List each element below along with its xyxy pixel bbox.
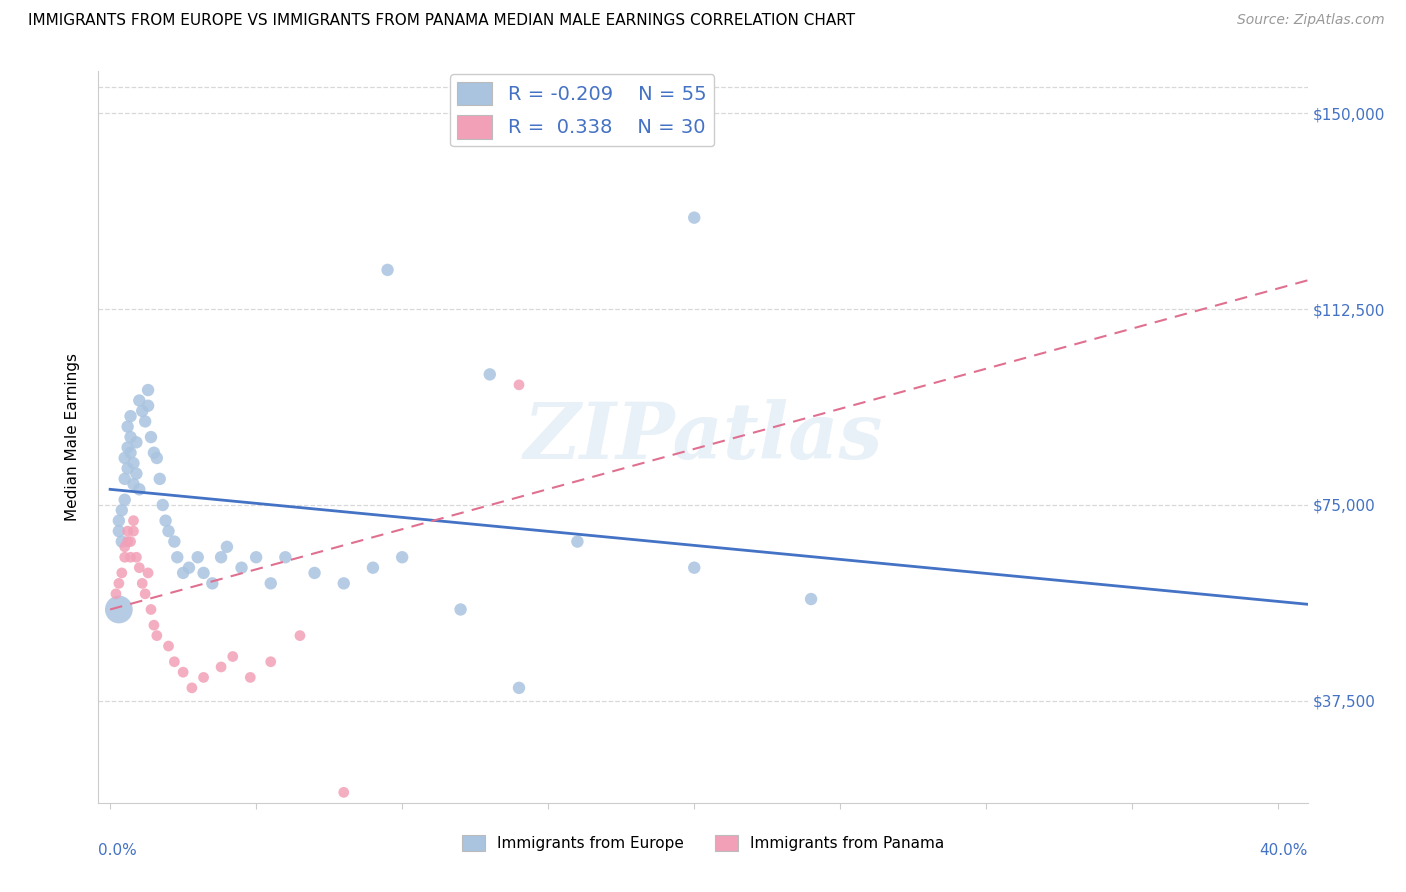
- Point: [117, 419, 139, 434]
- Point: [391, 550, 413, 565]
- Point: [134, 414, 156, 428]
- Point: [120, 409, 142, 424]
- Point: [136, 383, 159, 397]
- Point: [332, 785, 354, 799]
- Point: [172, 566, 194, 580]
- Point: [111, 566, 134, 580]
- Point: [193, 670, 215, 684]
- Point: [332, 576, 354, 591]
- Point: [377, 263, 399, 277]
- Point: [209, 660, 232, 674]
- Point: [245, 550, 267, 565]
- Point: [683, 560, 706, 574]
- Point: [125, 550, 148, 565]
- Point: [108, 576, 131, 591]
- Text: 0.0%: 0.0%: [98, 843, 138, 858]
- Point: [114, 492, 136, 507]
- Point: [139, 602, 162, 616]
- Point: [134, 587, 156, 601]
- Point: [260, 655, 283, 669]
- Legend: Immigrants from Europe, Immigrants from Panama: Immigrants from Europe, Immigrants from …: [456, 830, 950, 857]
- Point: [201, 576, 224, 591]
- Point: [131, 576, 153, 591]
- Point: [128, 483, 150, 497]
- Point: [239, 670, 262, 684]
- Point: [149, 472, 172, 486]
- Point: [260, 576, 283, 591]
- Point: [146, 629, 169, 643]
- Point: [800, 592, 823, 607]
- Point: [122, 477, 145, 491]
- Text: 40.0%: 40.0%: [1260, 843, 1308, 858]
- Point: [120, 446, 142, 460]
- Point: [136, 399, 159, 413]
- Point: [142, 618, 165, 632]
- Point: [125, 435, 148, 450]
- Point: [111, 503, 134, 517]
- Point: [128, 560, 150, 574]
- Point: [122, 514, 145, 528]
- Point: [172, 665, 194, 680]
- Point: [209, 550, 232, 565]
- Point: [114, 472, 136, 486]
- Point: [136, 566, 159, 580]
- Point: [163, 655, 186, 669]
- Point: [215, 540, 238, 554]
- Text: ZIPatlas: ZIPatlas: [523, 399, 883, 475]
- Point: [120, 550, 142, 565]
- Point: [122, 524, 145, 538]
- Point: [508, 681, 530, 695]
- Point: [104, 587, 127, 601]
- Point: [304, 566, 326, 580]
- Point: [508, 377, 530, 392]
- Y-axis label: Median Male Earnings: Median Male Earnings: [65, 353, 80, 521]
- Point: [231, 560, 253, 574]
- Text: Source: ZipAtlas.com: Source: ZipAtlas.com: [1237, 13, 1385, 28]
- Point: [139, 430, 162, 444]
- Point: [120, 534, 142, 549]
- Point: [108, 514, 131, 528]
- Point: [125, 467, 148, 481]
- Point: [157, 639, 180, 653]
- Point: [177, 560, 200, 574]
- Point: [114, 540, 136, 554]
- Point: [114, 450, 136, 465]
- Point: [155, 514, 177, 528]
- Text: IMMIGRANTS FROM EUROPE VS IMMIGRANTS FROM PANAMA MEDIAN MALE EARNINGS CORRELATIO: IMMIGRANTS FROM EUROPE VS IMMIGRANTS FRO…: [28, 13, 855, 29]
- Point: [683, 211, 706, 225]
- Point: [142, 446, 165, 460]
- Point: [122, 456, 145, 470]
- Point: [567, 534, 589, 549]
- Point: [117, 461, 139, 475]
- Point: [450, 602, 472, 616]
- Point: [193, 566, 215, 580]
- Point: [288, 629, 311, 643]
- Point: [114, 550, 136, 565]
- Point: [152, 498, 174, 512]
- Point: [361, 560, 384, 574]
- Point: [117, 534, 139, 549]
- Point: [157, 524, 180, 538]
- Point: [120, 430, 142, 444]
- Point: [166, 550, 188, 565]
- Point: [187, 550, 209, 565]
- Point: [117, 441, 139, 455]
- Point: [478, 368, 501, 382]
- Point: [111, 534, 134, 549]
- Point: [146, 450, 169, 465]
- Point: [274, 550, 297, 565]
- Point: [180, 681, 202, 695]
- Point: [108, 524, 131, 538]
- Point: [222, 649, 245, 664]
- Point: [131, 404, 153, 418]
- Point: [108, 602, 131, 616]
- Point: [163, 534, 186, 549]
- Point: [117, 524, 139, 538]
- Point: [128, 393, 150, 408]
